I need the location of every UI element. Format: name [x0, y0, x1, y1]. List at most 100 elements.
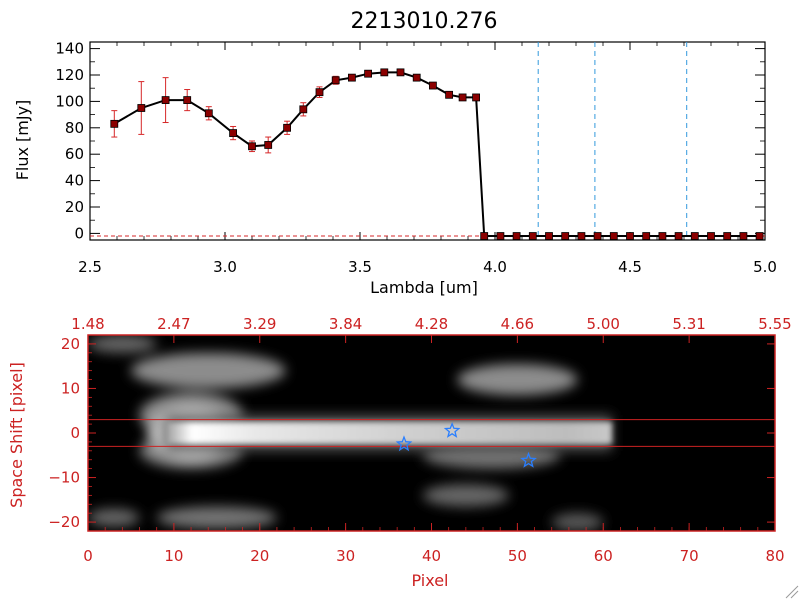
- data-point: [428, 81, 437, 90]
- top-x-tick-label: 5.00: [587, 315, 620, 333]
- x-axis-label: Lambda [um]: [370, 278, 478, 297]
- top-x-tick-label: 4.28: [415, 315, 448, 333]
- data-point: [299, 105, 308, 114]
- data-point: [283, 123, 292, 132]
- top-x-tick-label: 1.48: [71, 315, 104, 333]
- data-point: [110, 119, 119, 128]
- y-tick-label: 20: [61, 335, 80, 353]
- trace-core-group: [165, 421, 612, 445]
- y-tick-label: 120: [55, 66, 84, 84]
- data-point: [396, 68, 405, 77]
- y-tick-label: 140: [55, 40, 84, 58]
- noise-blob: [422, 484, 509, 507]
- x-tick-label: 0: [83, 547, 93, 565]
- data-point: [480, 232, 489, 240]
- data-point: [561, 232, 570, 240]
- y-tick-label: 0: [70, 424, 80, 442]
- spectrum-plot-area: 2.5 3.0 3.5 4.0 4.5 5.0 0 20 40 60 80 100 120 140: [55, 40, 777, 276]
- y-tick-label: −20: [48, 513, 80, 531]
- x-tick-label: 80: [765, 547, 784, 565]
- x-tick-label: 10: [164, 547, 183, 565]
- x-tick-label: 40: [422, 547, 441, 565]
- noise-blob: [156, 506, 277, 529]
- data-point: [690, 232, 699, 240]
- x-tick-label: 3.5: [348, 258, 372, 276]
- data-point: [593, 232, 602, 240]
- x-tick-label: 5.0: [753, 258, 777, 276]
- x-tick-label: 4.5: [618, 258, 642, 276]
- data-point: [380, 68, 389, 77]
- data-point: [248, 142, 256, 151]
- noise-blob: [88, 335, 157, 353]
- data-point: [739, 232, 748, 240]
- top-x-tick-label: 2.47: [157, 315, 190, 333]
- data-point: [528, 232, 537, 240]
- data-point: [264, 141, 273, 149]
- x-tick-label: 3.0: [213, 258, 237, 276]
- y-tick-label: 0: [74, 224, 84, 242]
- data-point: [204, 109, 213, 118]
- data-point: [577, 232, 586, 240]
- image-plot-area: 0 10 20 30 40 50 60 70 80 1.48 2.47 3.29 3.84 4.28 4.6…: [48, 315, 791, 565]
- x-tick-label: 70: [680, 547, 699, 565]
- y-tick-label: −10: [48, 469, 80, 487]
- noise-blob: [551, 513, 604, 531]
- source-star-marker: [395, 435, 413, 452]
- data-point: [458, 93, 467, 102]
- data-point: [496, 232, 505, 240]
- y-tick-label: 20: [65, 198, 84, 216]
- noise-blob: [457, 363, 578, 396]
- y-axis-label: Space Shift [pixel]: [7, 362, 26, 508]
- top-x-tick-label: 3.84: [329, 315, 362, 333]
- data-point: [229, 129, 238, 137]
- x-tick-label: 20: [250, 547, 269, 565]
- top-x-tick-label: 5.55: [758, 315, 791, 333]
- data-point: [723, 232, 732, 240]
- data-point: [137, 104, 146, 112]
- data-point: [161, 96, 170, 104]
- top-x-tick-label: 5.31: [672, 315, 705, 333]
- data-point: [364, 69, 373, 78]
- noise-blob: [88, 508, 140, 527]
- data-point: [674, 232, 683, 240]
- x-tick-label: 4.0: [483, 258, 507, 276]
- data-point: [472, 93, 481, 102]
- image-content: [88, 335, 775, 531]
- data-point: [512, 232, 521, 240]
- data-point: [331, 76, 340, 85]
- data-point: [609, 232, 618, 240]
- top-x-tick-label: 4.66: [501, 315, 534, 333]
- data-point: [707, 232, 715, 240]
- noise-blob: [130, 352, 286, 389]
- spectral-trace: [165, 421, 612, 445]
- data-point: [545, 232, 553, 240]
- data-point: [183, 96, 192, 104]
- y-tick-label: 100: [55, 92, 84, 110]
- data-point: [445, 90, 454, 99]
- x-tick-label: 50: [508, 547, 527, 565]
- source-star-marker: [520, 451, 537, 468]
- y-tick-label: 10: [61, 379, 80, 397]
- resize-grip-icon[interactable]: [785, 585, 799, 599]
- y-tick-label: 60: [65, 145, 84, 163]
- data-point: [658, 232, 667, 240]
- y-tick-label: 40: [65, 172, 84, 190]
- source-star-marker: [443, 422, 461, 438]
- y-tick-label: 80: [65, 119, 84, 137]
- y-axis-label: Flux [mJy]: [13, 100, 32, 181]
- top-x-tick-label: 3.29: [243, 315, 276, 333]
- x-axis-label: Pixel: [411, 571, 448, 590]
- x-tick-label: 60: [594, 547, 613, 565]
- chart-title: 2213010.276: [351, 9, 498, 34]
- data-point: [347, 73, 356, 82]
- spectral-image-panel: 0 10 20 30 40 50 60 70 80 1.48 2.47 3.29 3.84 4.28 4.6…: [7, 315, 792, 590]
- data-point: [755, 232, 764, 240]
- data-point: [642, 232, 651, 240]
- data-point: [412, 73, 421, 82]
- data-point: [315, 88, 324, 97]
- spectrum-panel: 2213010.276 2.5 3.0 3.5 4.0 4.5 5.0 0 20 40 60 80 1…: [13, 9, 777, 297]
- x-tick-label: 30: [336, 547, 355, 565]
- x-tick-label: 2.5: [78, 258, 102, 276]
- data-point: [626, 232, 634, 240]
